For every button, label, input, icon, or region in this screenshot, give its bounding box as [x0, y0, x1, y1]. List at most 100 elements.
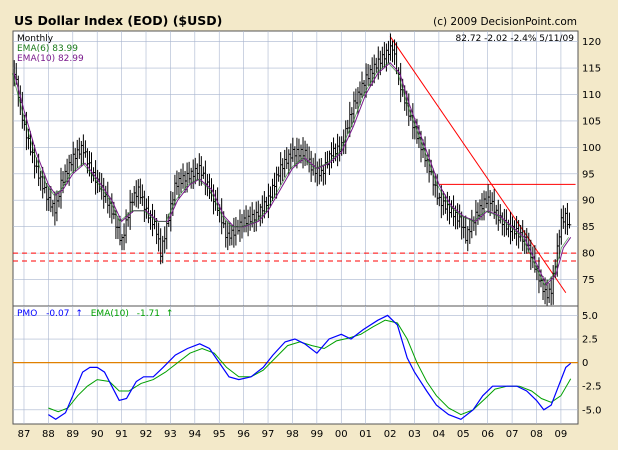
price-bar [129, 189, 132, 230]
price-tick-label: 95 [582, 169, 595, 180]
price-tick-label: 90 [582, 196, 595, 207]
pmo-up-arrow-icon: ↑ [75, 309, 83, 319]
price-bar [192, 159, 195, 190]
price-bar [111, 193, 114, 224]
price-bar [237, 219, 240, 235]
price-bar [568, 212, 572, 229]
price-bar [58, 191, 61, 208]
x-tick-label: 91 [115, 429, 128, 440]
price-bar [117, 216, 120, 240]
price-bar [465, 215, 468, 244]
price-bar [202, 166, 206, 179]
pmo-label: PMO [17, 309, 37, 319]
price-bar [284, 149, 287, 178]
x-tick-label: 87 [18, 429, 31, 440]
x-tick-label: 00 [335, 429, 348, 440]
price-bar [162, 235, 165, 264]
price-bar [221, 198, 224, 235]
pmo-signal-label: EMA(10) [91, 309, 129, 319]
price-bar [208, 173, 212, 199]
price-bar [534, 245, 537, 273]
price-bar [282, 158, 285, 182]
period-label: Monthly [17, 34, 54, 44]
pmo-value: -0.07 [46, 309, 69, 319]
price-bar [475, 200, 478, 236]
price-bar [560, 208, 564, 245]
price-bar [239, 209, 242, 242]
price-bar [394, 39, 397, 65]
price-axis: 75 80 85 90 95 100 105 110 115 120 [582, 37, 601, 286]
price-bar [330, 142, 334, 169]
price-bar [143, 190, 147, 223]
x-tick-label: 93 [164, 429, 177, 440]
price-bar [243, 209, 246, 233]
price-bar [225, 220, 228, 248]
price-bar [355, 88, 358, 110]
price-bar [231, 225, 234, 246]
price-bar [176, 170, 179, 195]
price-quote: 82.72 -2.02 -2.4% 5/11/09 [456, 34, 575, 44]
price-bar [514, 220, 517, 239]
price-bar [387, 40, 391, 63]
price-bar [145, 198, 149, 219]
price-bar [115, 209, 118, 239]
x-tick-label: 90 [91, 429, 104, 440]
price-bar [375, 57, 379, 73]
price-bar [227, 221, 230, 251]
price-bar [477, 202, 480, 225]
price-bar [249, 206, 252, 231]
price-bar [141, 184, 145, 206]
price-bar [190, 167, 193, 189]
price-bar [463, 216, 466, 239]
price-bar [36, 157, 39, 174]
x-tick-label: 04 [433, 429, 446, 440]
pmo-tick-label: 0 [582, 358, 588, 369]
price-bar [353, 91, 356, 123]
price-bar [196, 163, 200, 181]
price-bar [351, 107, 354, 128]
price-bar [40, 170, 43, 191]
price-bar [78, 137, 82, 159]
downtrend-line [389, 36, 567, 294]
price-bar [361, 71, 364, 98]
price-bar [54, 191, 57, 226]
price-bar [184, 170, 187, 193]
price-bar [158, 222, 161, 252]
price-bar [160, 228, 163, 265]
price-bar [359, 81, 362, 106]
price-bar [459, 204, 462, 228]
price-bar [80, 140, 84, 166]
price-bar [349, 101, 352, 138]
price-bar [46, 183, 49, 211]
price-bar [257, 200, 261, 221]
price-bar [263, 191, 267, 219]
price-bar [294, 146, 297, 167]
x-tick-label: 97 [262, 429, 275, 440]
price-bar [125, 209, 128, 244]
x-tick-label: 02 [384, 429, 397, 440]
price-panel [12, 30, 579, 307]
price-bar [97, 169, 100, 194]
pmo-tick-label: -5.0 [582, 405, 602, 416]
price-bar [528, 232, 531, 253]
price-bar [501, 212, 505, 236]
price-bar [473, 216, 476, 231]
price-bar [389, 33, 393, 61]
price-bar [247, 209, 250, 237]
price-bar [72, 141, 76, 173]
pmo-lines [48, 314, 572, 421]
price-bar [499, 204, 503, 224]
price-bar [483, 190, 486, 221]
price-overlay-lines [13, 36, 578, 294]
x-tick-label: 98 [286, 429, 299, 440]
x-tick-label: 09 [555, 429, 568, 440]
price-bar [34, 144, 37, 179]
price-bar [548, 283, 551, 303]
price-bar [56, 190, 59, 222]
price-bar [562, 205, 566, 229]
price-bar [440, 185, 444, 219]
price-bar [432, 168, 435, 196]
x-tick-label: 92 [140, 429, 153, 440]
